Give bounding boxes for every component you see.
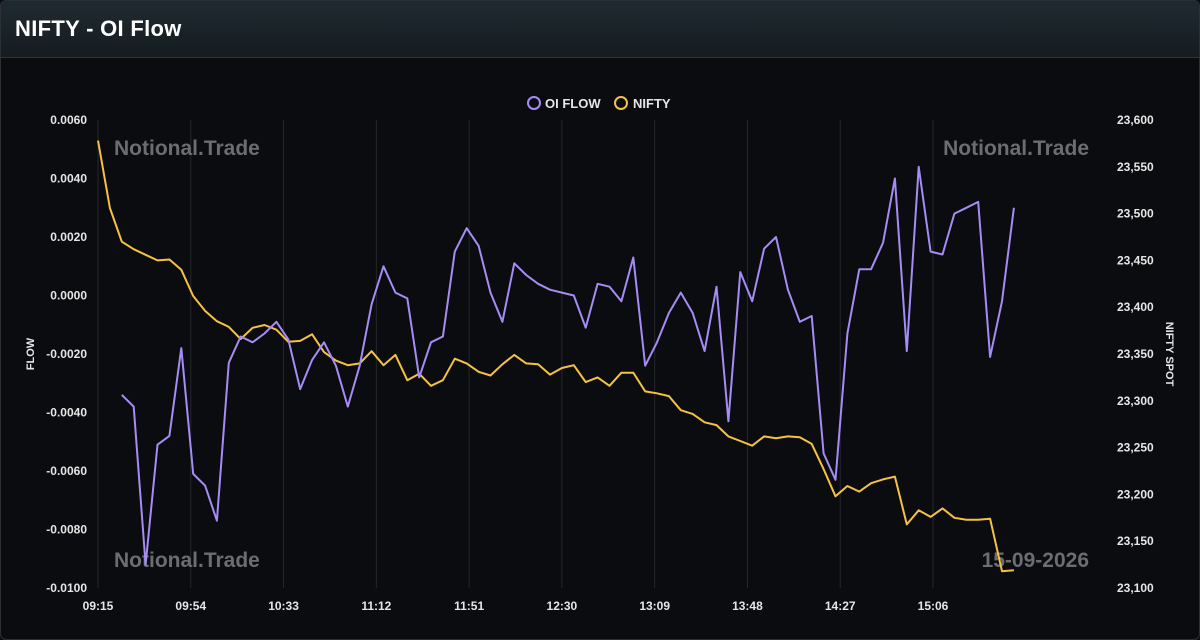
y-left-tick-label: 0.0040 — [50, 172, 87, 186]
legend-item-nifty[interactable]: NIFTY — [614, 96, 671, 111]
x-tick-label: 11:12 — [361, 599, 391, 613]
y-axis-right: 23,600 23,550 23,500 23,450 23,400 23,350 23,3… — [1117, 113, 1154, 595]
y-right-tick-label: 23,450 — [1117, 253, 1154, 267]
series-lines — [97, 140, 1015, 573]
x-tick-label: 13:09 — [639, 599, 670, 613]
y-left-tick-label: -0.0060 — [46, 464, 87, 478]
watermark-top-right: Notional.Trade — [943, 137, 1089, 160]
x-tick-label: 15:06 — [918, 599, 949, 613]
oi-flow-line — [121, 165, 1015, 566]
y-axis-left-title: FLOW — [25, 337, 37, 370]
x-tick-label: 13:48 — [732, 599, 763, 613]
legend-nifty-label: NIFTY — [633, 96, 671, 111]
y-right-tick-label: 23,200 — [1117, 487, 1154, 501]
watermark-top-left: Notional.Trade — [114, 137, 260, 160]
watermark-bottom-left: Notional.Trade — [114, 549, 260, 572]
y-right-tick-label: 23,550 — [1117, 160, 1154, 174]
y-left-tick-label: -0.0100 — [46, 581, 87, 595]
watermark-date: 15-09-2026 — [982, 549, 1089, 572]
title-bar: NIFTY - OI Flow — [1, 1, 1199, 58]
y-right-tick-label: 23,150 — [1117, 534, 1154, 548]
y-right-tick-label: 23,100 — [1117, 581, 1154, 595]
y-left-tick-label: -0.0040 — [46, 406, 87, 420]
x-tick-label: 09:15 — [83, 599, 114, 613]
x-axis: 09:15 09:54 10:33 11:12 11:51 12:30 13:09 13:48… — [83, 599, 949, 613]
y-right-tick-label: 23,600 — [1117, 113, 1154, 127]
legend-oi-flow-swatch — [527, 96, 541, 110]
legend-nifty-swatch — [614, 96, 628, 110]
legend-oi-flow-label: OI FLOW — [545, 96, 601, 111]
legend: OI FLOW NIFTY — [527, 96, 671, 111]
y-left-tick-label: -0.0080 — [46, 523, 87, 537]
legend-item-oi-flow[interactable]: OI FLOW — [527, 96, 601, 111]
window-title: NIFTY - OI Flow — [15, 16, 182, 41]
y-right-tick-label: 23,250 — [1117, 441, 1154, 455]
y-left-tick-label: 0.0020 — [50, 230, 87, 244]
x-tick-label: 12:30 — [547, 599, 578, 613]
y-right-tick-label: 23,350 — [1117, 347, 1154, 361]
y-axis-right-title: NIFTY SPOT — [1163, 322, 1175, 387]
y-right-tick-label: 23,500 — [1117, 207, 1154, 221]
x-tick-label: 11:51 — [454, 599, 484, 613]
x-tick-label: 09:54 — [175, 599, 206, 613]
y-left-tick-label: 0.0060 — [50, 113, 87, 127]
y-left-tick-label: 0.0000 — [50, 289, 87, 303]
x-tick-label: 14:27 — [825, 599, 856, 613]
y-left-tick-label: -0.0020 — [46, 347, 87, 361]
x-tick-label: 10:33 — [268, 599, 299, 613]
nifty-line — [97, 140, 1014, 573]
y-axis-left: 0.0060 0.0040 0.0020 0.0000 -0.0020 -0.0040 -0… — [46, 113, 87, 595]
y-right-tick-label: 23,300 — [1117, 394, 1154, 408]
grid-lines — [97, 120, 934, 588]
y-right-tick-label: 23,400 — [1117, 300, 1154, 314]
